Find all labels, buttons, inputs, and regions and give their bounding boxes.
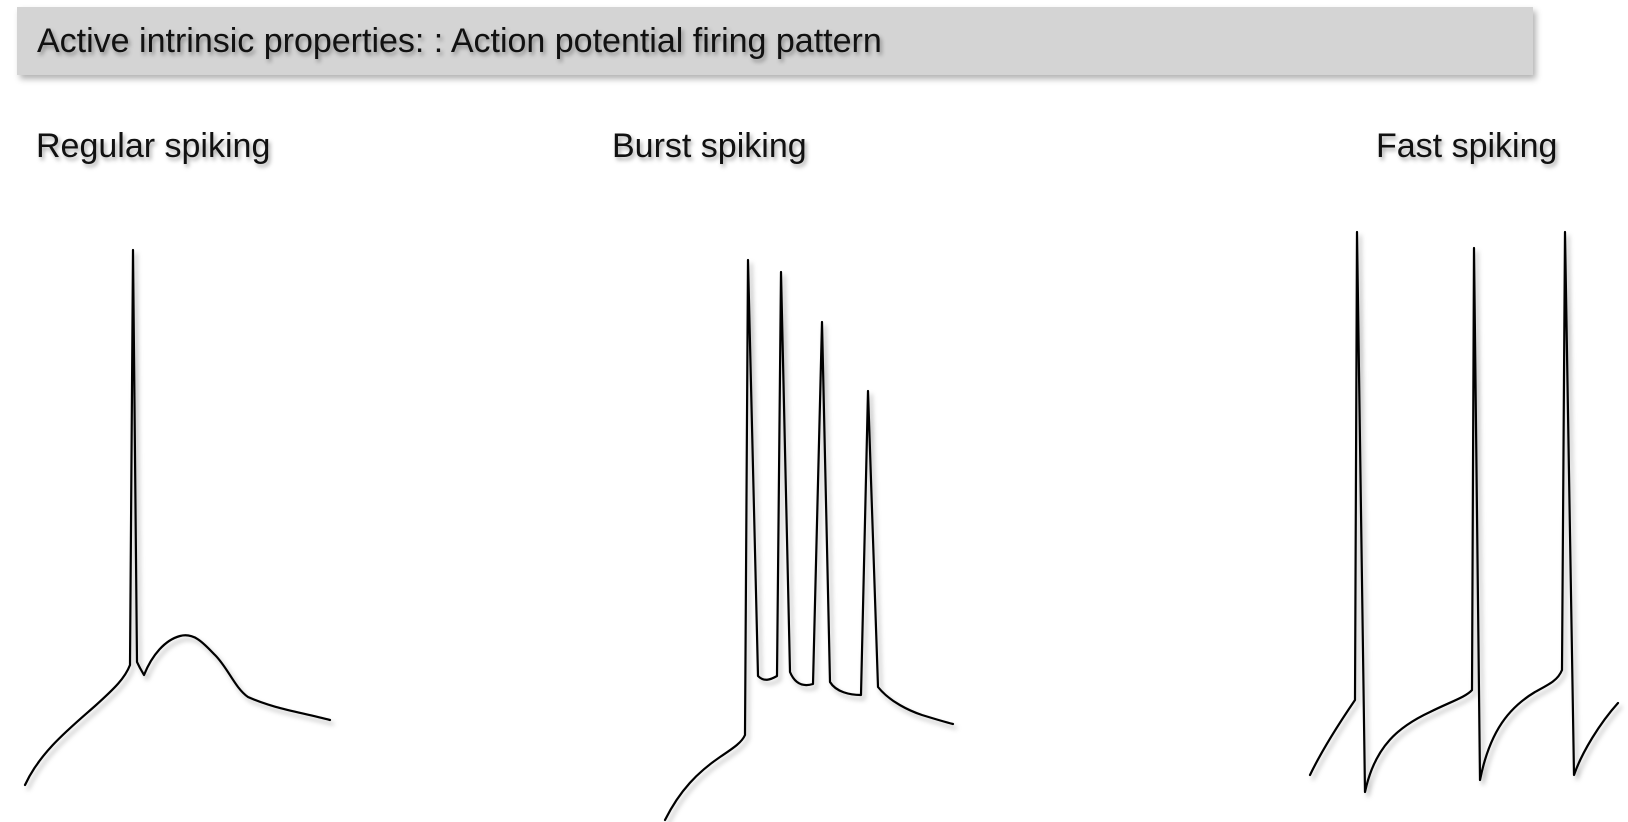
burst-spiking-label: Burst spiking: [612, 127, 807, 165]
title-bar: Active intrinsic properties: : Action po…: [17, 7, 1533, 75]
slide-title: Active intrinsic properties: : Action po…: [37, 22, 882, 60]
regular-spiking-trace: [23, 248, 332, 787]
fast-spiking-label: Fast spiking: [1376, 127, 1558, 165]
burst-spiking-trace: [663, 258, 955, 822]
fast-spiking-trace: [1308, 230, 1620, 794]
regular-spiking-label: Regular spiking: [36, 127, 271, 165]
